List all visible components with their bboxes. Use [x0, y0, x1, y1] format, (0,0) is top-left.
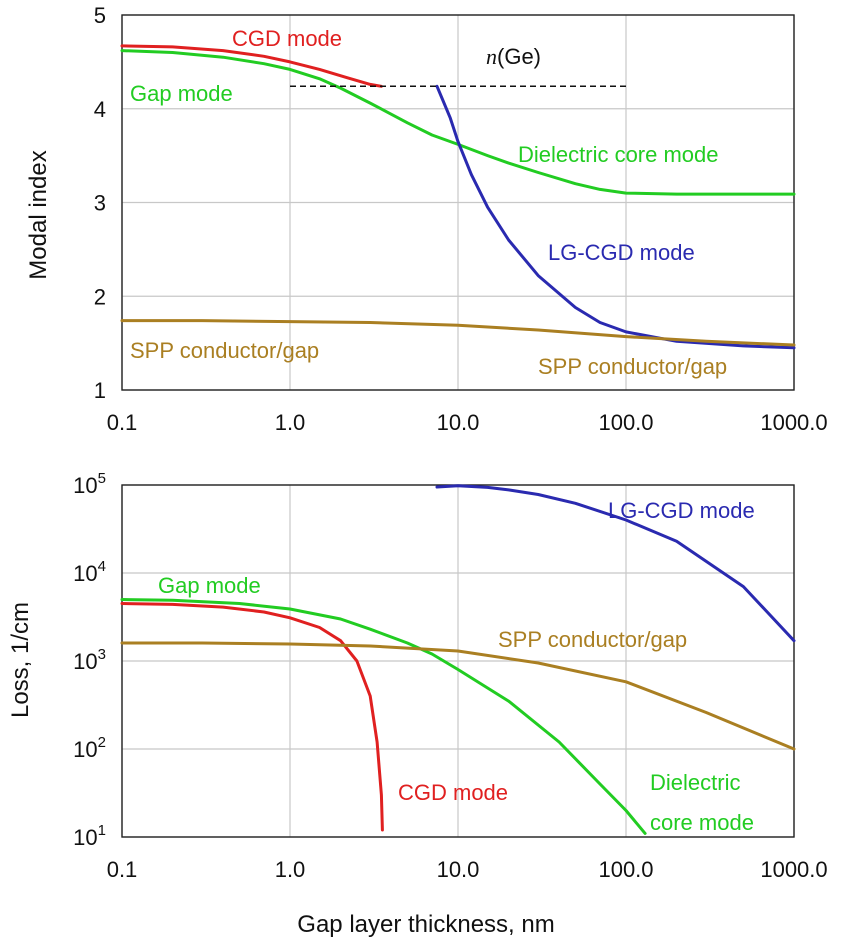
modal-index-series-lgcgd [435, 84, 796, 350]
modal-index-y-tick-label: 4 [94, 97, 106, 122]
ann-top-lg-cgd-mode: LG-CGD mode [548, 240, 695, 265]
loss-y-tick-label: 101 [73, 822, 106, 850]
modal-index-y-ticks: 1 2 3 4 5 [94, 3, 106, 403]
loss-y-tick-label: 102 [73, 734, 106, 762]
ann-top-cgd-mode: CGD mode [232, 26, 342, 51]
modal-index-series-gap [120, 49, 796, 196]
loss-x-tick-label: 1.0 [275, 857, 306, 882]
modal-index-x-tick-label: 0.1 [107, 410, 138, 435]
modal-index-x-tick-label: 1000.0 [760, 410, 827, 435]
modal-index-plot-frame [121, 14, 795, 391]
ann-bot-dielectric: Dielectric [650, 770, 740, 795]
loss-y-tick-label: 105 [73, 470, 106, 498]
ann-bot-spp: SPP conductor/gap [498, 627, 687, 652]
loss-series-lgcgd [435, 484, 796, 643]
loss-chart: 101 102 103 104 105 0.1 1.0 10.0 100.0 1000.0 Lo… [7, 470, 828, 938]
ann-top-dielectric-core-mode: Dielectric core mode [518, 142, 719, 167]
ann-bot-gap-mode: Gap mode [158, 573, 261, 598]
modal-index-grid [121, 14, 795, 391]
ann-top-gap-mode: Gap mode [130, 81, 233, 106]
modal-index-x-ticks: 0.1 1.0 10.0 100.0 1000.0 [107, 410, 828, 435]
loss-y-tick-label: 103 [73, 646, 106, 674]
ann-bot-core-mode: core mode [650, 810, 754, 835]
loss-series [120, 484, 796, 835]
ann-bot-cgd-mode: CGD mode [398, 780, 508, 805]
loss-y-axis-title: Loss, 1/cm [7, 602, 34, 718]
modal-index-y-tick-label: 1 [94, 378, 106, 403]
modal-index-y-tick-label: 5 [94, 3, 106, 28]
loss-x-tick-label: 1000.0 [760, 857, 827, 882]
loss-x-tick-label: 100.0 [598, 857, 653, 882]
modal-index-x-tick-label: 10.0 [437, 410, 480, 435]
ann-bot-lg-cgd-mode: LG-CGD mode [608, 498, 755, 523]
modal-index-x-tick-label: 100.0 [598, 410, 653, 435]
loss-x-tick-label: 0.1 [107, 857, 138, 882]
modal-index-series-cgd [120, 44, 383, 88]
loss-x-ticks: 0.1 1.0 10.0 100.0 1000.0 [107, 857, 828, 882]
ann-top-spp-right: SPP conductor/gap [538, 354, 727, 379]
loss-x-tick-label: 10.0 [437, 857, 480, 882]
modal-index-series-spp [120, 319, 796, 347]
modal-index-y-tick-label: 3 [94, 191, 106, 216]
modal-index-y-axis-title: Modal index [25, 150, 52, 279]
ann-top-spp-left: SPP conductor/gap [130, 338, 319, 363]
loss-y-ticks: 101 102 103 104 105 [73, 470, 106, 850]
n-ge-label: n(Ge) [486, 44, 541, 69]
loss-series-spp [120, 641, 796, 751]
loss-series-cgd [120, 602, 384, 832]
loss-y-tick-label: 104 [73, 558, 106, 586]
loss-x-axis-title: Gap layer thickness, nm [297, 911, 554, 938]
modal-index-x-tick-label: 1.0 [275, 410, 306, 435]
modal-index-y-tick-label: 2 [94, 284, 106, 309]
modal-index-chart: n(Ge) 1 2 3 4 5 0.1 1.0 10.0 100.0 1000.0 Modal … [25, 3, 828, 435]
modal-index-series [120, 44, 796, 350]
